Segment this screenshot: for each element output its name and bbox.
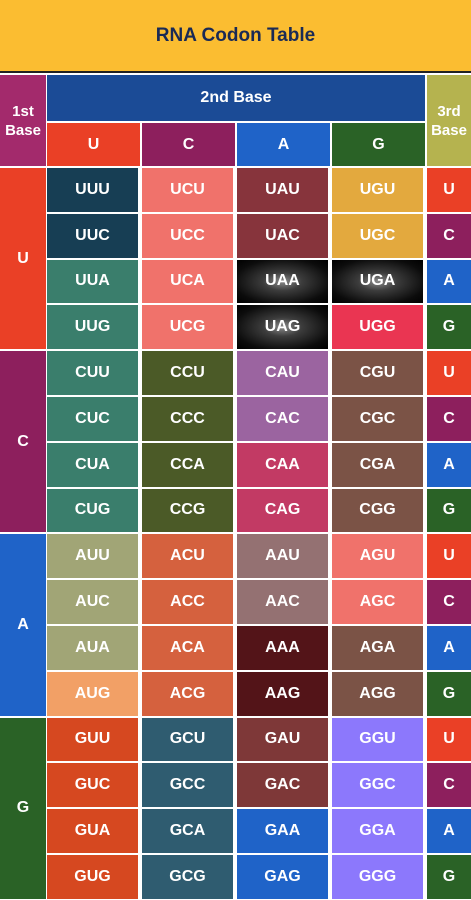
codon-gac: GAC [237,763,328,808]
codon-agc: AGC [332,580,423,624]
first-base-u: U [0,168,46,350]
codon-cag: CAG [237,488,328,533]
codon-uac: UAC [237,213,328,258]
third-base-c: C [427,763,471,808]
third-base-c: C [427,580,471,624]
codon-ucg: UCG [142,305,233,350]
codon-aca: ACA [142,626,233,670]
codon-guc: GUC [47,763,138,808]
codon-auc: AUC [47,580,138,624]
codon-acg: ACG [142,671,233,716]
first-base-c: C [0,351,46,533]
third-base-a: A [427,626,471,670]
first-base-a: A [0,534,46,716]
codon-ugu: UGU [332,168,423,212]
codon-uca: UCA [142,259,233,304]
codon-uag: UAG [237,305,328,350]
codon-cga: CGA [332,442,423,487]
third-base-u: U [427,534,471,579]
codon-ucc: UCC [142,213,233,258]
codon-aac: AAC [237,580,328,624]
codon-cac: CAC [237,397,328,441]
codon-aga: AGA [332,626,423,670]
third-base-a: A [427,259,471,304]
codon-cuc: CUC [47,397,138,441]
codon-ggu: GGU [332,717,423,762]
second-base-u: U [47,123,140,166]
codon-aug: AUG [47,671,138,716]
codon-acu: ACU [142,534,233,579]
codon-uga: UGA [332,259,423,304]
codon-cug: CUG [47,488,138,533]
codon-gga: GGA [332,809,423,853]
second-base-g: G [332,123,425,166]
codon-aau: AAU [237,534,328,579]
second-base-a: A [237,123,330,166]
codon-cgc: CGC [332,397,423,441]
third-base-g: G [427,671,471,716]
codon-cca: CCA [142,442,233,487]
third-base-header: 3rd Base [427,75,471,166]
third-base-a: A [427,442,471,487]
third-base-g: G [427,488,471,533]
second-base-header: 2nd Base [47,75,425,121]
codon-ccu: CCU [142,351,233,395]
second-base-c: C [142,123,235,166]
first-base-header: 1st Base [0,75,46,166]
codon-ggc: GGC [332,763,423,808]
codon-ccc: CCC [142,397,233,441]
page-title: RNA Codon Table [0,0,471,73]
codon-uuu: UUU [47,168,138,212]
codon-aag: AAG [237,671,328,716]
codon-cua: CUA [47,442,138,487]
codon-aaa: AAA [237,626,328,670]
codon-agu: AGU [332,534,423,579]
codon-gcc: GCC [142,763,233,808]
codon-gua: GUA [47,809,138,853]
codon-cgu: CGU [332,351,423,395]
codon-aua: AUA [47,626,138,670]
codon-ucu: UCU [142,168,233,212]
codon-gau: GAU [237,717,328,762]
codon-agg: AGG [332,671,423,716]
codon-ugg: UGG [332,305,423,350]
codon-cgg: CGG [332,488,423,533]
codon-guu: GUU [47,717,138,762]
codon-gcu: GCU [142,717,233,762]
codon-gca: GCA [142,809,233,853]
codon-gcg: GCG [142,855,233,899]
codon-gaa: GAA [237,809,328,853]
codon-uuc: UUC [47,213,138,258]
codon-ccg: CCG [142,488,233,533]
codon-caa: CAA [237,442,328,487]
third-base-a: A [427,809,471,853]
third-base-u: U [427,168,471,212]
first-base-g: G [0,717,46,899]
third-base-c: C [427,397,471,441]
third-base-g: G [427,855,471,899]
codon-cau: CAU [237,351,328,395]
codon-uau: UAU [237,168,328,212]
codon-uug: UUG [47,305,138,350]
codon-gug: GUG [47,855,138,899]
codon-ugc: UGC [332,213,423,258]
codon-cuu: CUU [47,351,138,395]
codon-acc: ACC [142,580,233,624]
codon-auu: AUU [47,534,138,579]
codon-gag: GAG [237,855,328,899]
codon-uaa: UAA [237,259,328,304]
codon-ggg: GGG [332,855,423,899]
third-base-u: U [427,717,471,762]
third-base-g: G [427,305,471,350]
third-base-c: C [427,213,471,258]
codon-uua: UUA [47,259,138,304]
third-base-u: U [427,351,471,395]
